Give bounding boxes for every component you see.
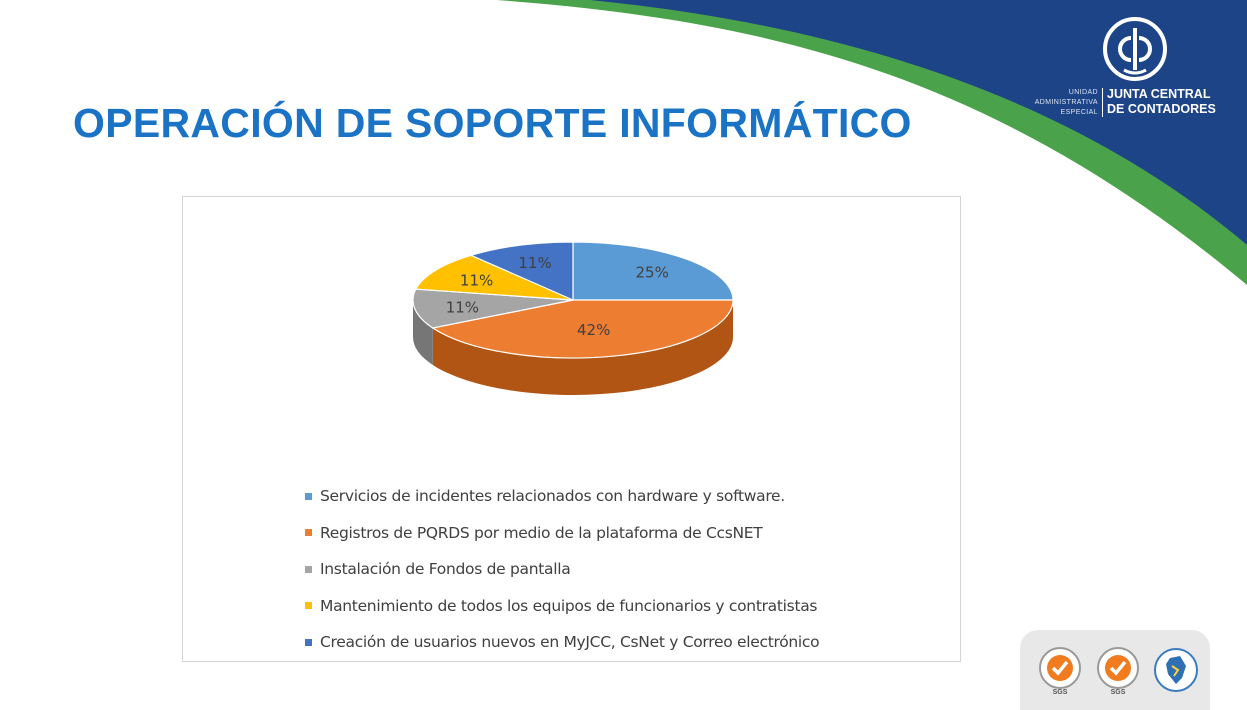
legend-label: Registros de PQRDS por medio de la plata… bbox=[320, 523, 763, 542]
legend-item: Instalación de Fondos de pantalla bbox=[305, 551, 819, 588]
pie-slice bbox=[469, 241, 574, 301]
pie-slice bbox=[431, 299, 734, 359]
page-title: OPERACIÓN DE SOPORTE INFORMÁTICO bbox=[73, 100, 912, 146]
badge-1-text: SGS bbox=[1053, 689, 1068, 696]
legend-item: Mantenimiento de todos los equipos de fu… bbox=[305, 588, 819, 625]
pie-slice-side bbox=[413, 300, 433, 365]
chart-legend: Servicios de incidentes relacionados con… bbox=[305, 478, 820, 661]
legend-label: Creación de usuarios nuevos en MyJCC, Cs… bbox=[320, 633, 820, 652]
pie-chart: 25% 42% 11% 11% 11% bbox=[412, 241, 734, 395]
pie-slice bbox=[414, 254, 574, 301]
sgs-certification-icon: SGS bbox=[1039, 647, 1081, 696]
pie-chart-frame: 25% 42% 11% 11% 11% Servicios de incidentes … bbox=[182, 196, 961, 662]
pie-data-label: 25% bbox=[636, 263, 669, 281]
pie-slice-side bbox=[432, 300, 733, 395]
legend-label: Instalación de Fondos de pantalla bbox=[320, 560, 571, 579]
legend-item: Servicios de incidentes relacionados con… bbox=[305, 478, 819, 515]
certification-panel: SGS SGS bbox=[1020, 630, 1210, 710]
jcc-emblem-icon bbox=[1103, 17, 1167, 81]
legend-swatch bbox=[305, 602, 312, 610]
pie-side-walls bbox=[413, 300, 733, 395]
logo-separator bbox=[1102, 88, 1103, 117]
badge-2-text: SGS bbox=[1111, 689, 1126, 696]
pie-slice bbox=[412, 288, 574, 329]
legend-label: Mantenimiento de todos los equipos de fu… bbox=[320, 596, 818, 615]
legend-swatch bbox=[305, 565, 312, 573]
pie-slice bbox=[572, 241, 734, 301]
legend-label: Servicios de incidentes relacionados con… bbox=[320, 487, 785, 506]
pie-data-label: 11% bbox=[518, 254, 551, 272]
colombia-map-seal-icon bbox=[1154, 648, 1198, 692]
logo-unit-text: UNIDAD ADMINISTRATIVA ESPECIAL bbox=[1034, 89, 1098, 116]
pie-data-label: 42% bbox=[577, 321, 610, 339]
legend-swatch bbox=[305, 638, 312, 646]
jcc-logo: UNIDAD ADMINISTRATIVA ESPECIAL JUNTA CEN… bbox=[1030, 14, 1240, 124]
header-blue-band bbox=[590, 0, 1247, 245]
pie-data-label: 11% bbox=[460, 271, 493, 289]
legend-item: Creación de usuarios nuevos en MyJCC, Cs… bbox=[305, 624, 820, 661]
legend-swatch bbox=[305, 529, 312, 537]
legend-item: Registros de PQRDS por medio de la plata… bbox=[305, 515, 819, 552]
logo-organization-name: JUNTA CENTRAL DE CONTADORES bbox=[1107, 87, 1216, 116]
pie-top-faces bbox=[412, 241, 734, 359]
sgs-certification-icon: SGS bbox=[1097, 647, 1139, 696]
legend-swatch bbox=[305, 492, 312, 500]
pie-data-label: 11% bbox=[446, 298, 479, 316]
